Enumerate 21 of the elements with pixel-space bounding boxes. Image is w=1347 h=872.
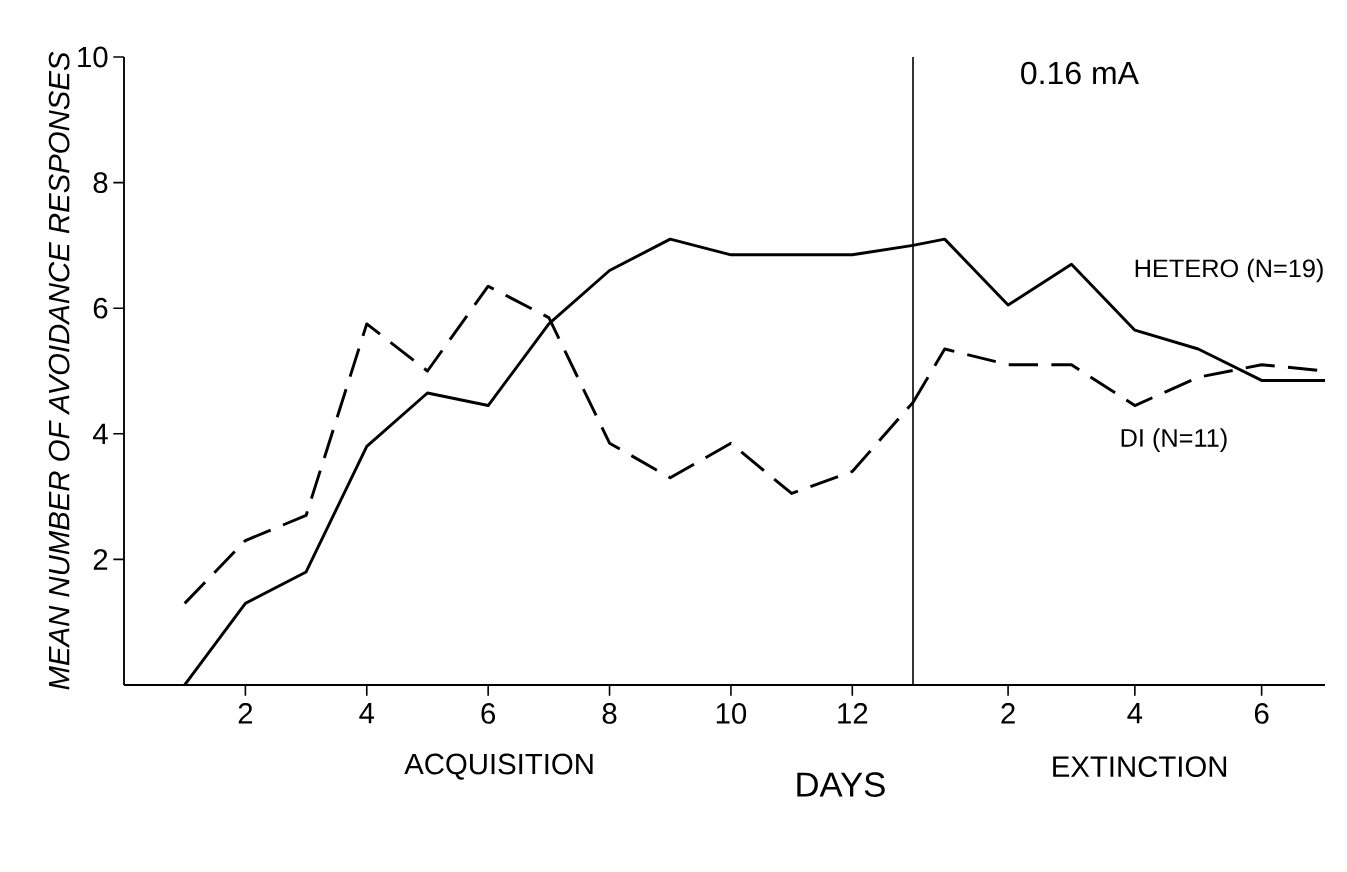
y-tick-label: 4 [92, 423, 108, 444]
series-label: HETERO (N=19) [1135, 258, 1323, 283]
x-tick-label: 12 [838, 703, 868, 724]
x-tick-label: 2 [238, 703, 253, 724]
y-tick-label: 6 [93, 297, 108, 319]
y-tick-label: 2 [93, 549, 108, 570]
y-tick-label: 8 [93, 172, 108, 193]
annotation: 0.16 mA [1021, 61, 1139, 85]
x-tick-label: 2 [1001, 703, 1015, 724]
x-tick-label: 4 [1127, 703, 1143, 724]
x-tick-label: 4 [359, 703, 375, 724]
x-axis-title: DAYS [797, 772, 885, 797]
text: ACQUISITION [404, 753, 593, 780]
text: EXTINCTION [1053, 756, 1227, 778]
x-tick-label: 8 [602, 703, 617, 724]
y-axis-title: MEAN NUMBER OF AVOIDANCE RESPONSES [48, 51, 70, 690]
series-label: DI (N=11) [1121, 428, 1227, 452]
x-tick-label: 6 [1254, 703, 1269, 724]
x-tick-label: 6 [481, 703, 496, 724]
x-tick-label: 10 [716, 703, 747, 724]
y-tick-label: 10 [78, 46, 108, 68]
